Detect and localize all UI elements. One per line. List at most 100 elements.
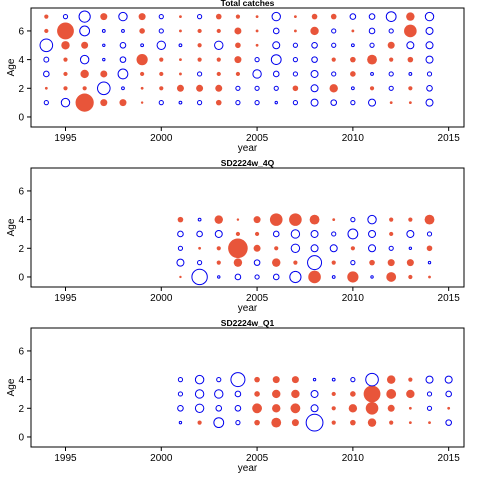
x-axis-label: year [238,303,258,314]
negative-residual-bubble [177,245,184,251]
y-tick-label: 6 [18,346,24,357]
positive-residual-bubble [198,246,202,250]
positive-residual-bubble [408,217,413,222]
positive-residual-bubble [351,29,355,33]
positive-residual-bubble [389,231,394,237]
negative-residual-bubble [445,390,452,398]
negative-residual-bubble [368,98,377,107]
negative-residual-bubble [177,377,184,383]
negative-residual-bubble [408,246,413,250]
positive-residual-bubble [44,14,49,19]
positive-residual-bubble [228,238,248,259]
negative-residual-bubble [177,230,184,238]
positive-residual-bubble [179,15,182,19]
positive-residual-bubble [254,376,260,383]
positive-residual-bubble [406,12,415,21]
positive-residual-bubble [197,43,202,48]
positive-residual-bubble [119,99,127,107]
positive-residual-bubble [61,41,70,50]
positive-residual-bubble [176,84,184,92]
positive-residual-bubble [235,42,241,49]
positive-residual-bubble [253,244,261,252]
negative-residual-bubble [254,85,260,91]
negative-residual-bubble [43,100,49,106]
negative-residual-bubble [43,70,50,78]
negative-residual-bubble [292,100,298,106]
positive-residual-bubble [216,28,221,34]
negative-residual-bubble [194,403,205,413]
positive-residual-bubble [404,24,417,38]
positive-residual-bubble [216,71,221,77]
positive-residual-bubble [179,275,182,279]
positive-residual-bubble [369,259,375,266]
positive-residual-bubble [100,13,108,21]
negative-residual-bubble [350,86,355,91]
negative-residual-bubble [272,230,280,238]
negative-residual-bubble [331,377,336,382]
x-tick-label: 1995 [54,133,77,144]
positive-residual-bubble [329,84,338,93]
negative-residual-bubble [368,27,376,35]
positive-residual-bubble [179,72,182,76]
negative-residual-bubble [97,81,111,96]
x-axis-label: year [238,463,258,474]
negative-residual-bubble [101,29,106,33]
negative-residual-bubble [310,69,319,78]
y-axis-label: Age [6,58,17,76]
negative-residual-bubble [274,100,278,105]
positive-residual-bubble [367,54,377,65]
y-tick-label: 0 [18,432,24,443]
negative-residual-bubble [367,214,377,225]
negative-residual-bubble [312,377,317,382]
negative-residual-bubble [426,84,433,92]
negative-residual-bubble [197,260,203,266]
positive-residual-bubble [293,15,297,19]
positive-residual-bubble [291,389,300,399]
positive-residual-bubble [159,57,164,62]
x-tick-label: 2000 [150,453,173,464]
positive-residual-bubble [196,84,204,92]
negative-residual-bubble [191,268,208,286]
x-axis-label: year [238,143,258,154]
negative-residual-bubble [368,13,376,20]
positive-residual-bubble [216,246,221,251]
negative-residual-bubble [385,11,397,23]
negative-residual-bubble [426,391,433,397]
negative-residual-bubble [444,375,453,384]
positive-residual-bubble [424,214,435,225]
negative-residual-bubble [178,43,183,48]
positive-residual-bubble [235,231,241,237]
positive-residual-bubble [269,213,283,226]
positive-residual-bubble [215,99,222,106]
negative-residual-bubble [350,217,356,223]
negative-residual-bubble [331,42,337,48]
positive-residual-bubble [389,420,394,425]
negative-residual-bubble [62,14,69,20]
positive-residual-bubble [332,218,336,222]
negative-residual-bubble [117,68,129,80]
positive-residual-bubble [82,86,87,91]
negative-residual-bubble [78,10,91,23]
negative-residual-bubble [43,56,50,63]
chart-panel-2: SD2224w_4Q 1995 2000 2005 2010 2015 0 2 4 6 year Ag… [6,158,465,314]
negative-residual-bubble [329,244,338,253]
negative-residual-bubble [425,55,434,64]
negative-residual-bubble [177,391,184,397]
y-axis-label: Age [6,218,17,236]
negative-residual-bubble [310,84,319,93]
negative-residual-bubble [178,100,183,105]
x-tick-label: 2010 [342,453,365,464]
y-tick-label: 4 [18,215,24,226]
negative-residual-bubble [290,229,301,239]
x-tick-label: 1995 [54,453,77,464]
positive-residual-bubble [234,56,242,64]
negative-residual-bubble [406,229,415,238]
positive-residual-bubble [159,71,164,77]
positive-residual-bubble [63,57,68,62]
negative-residual-bubble [118,11,128,22]
positive-residual-bubble [291,376,299,384]
negative-residual-bubble [292,42,298,48]
plot-frame [30,167,465,288]
negative-residual-bubble [305,413,324,432]
negative-residual-bubble [234,273,242,281]
